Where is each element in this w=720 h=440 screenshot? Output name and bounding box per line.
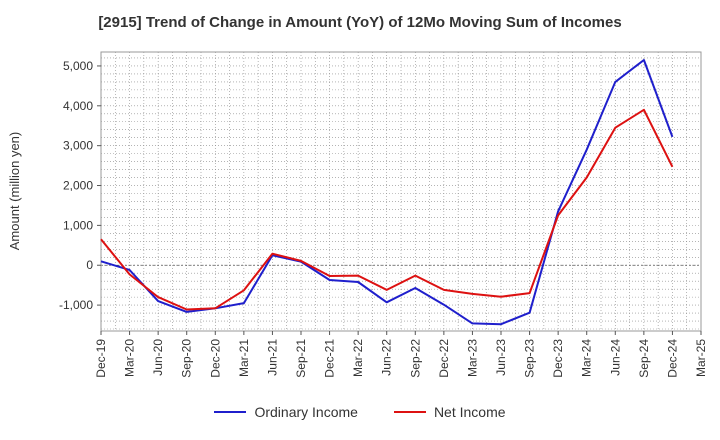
series-layer	[100, 59, 674, 326]
x-tick-label: Mar-25	[694, 339, 708, 377]
legend-swatch-net-income	[393, 411, 426, 413]
x-tick-label: Dec-19	[94, 339, 108, 378]
x-tick-label: Mar-20	[123, 339, 137, 377]
x-tick-label: Mar-23	[465, 339, 479, 377]
x-tick-label: Jun-21	[265, 339, 279, 376]
x-tick-label: Sep-24	[637, 339, 651, 378]
legend-label-ordinary-income: Ordinary Income	[254, 404, 358, 420]
x-tick-label: Jun-20	[151, 339, 165, 376]
legend-item-net-income: Net Income	[393, 404, 506, 420]
chart-title: [2915] Trend of Change in Amount (YoY) o…	[98, 14, 622, 31]
series-line-net-income	[100, 108, 674, 311]
x-tick-label: Dec-22	[437, 339, 451, 378]
x-tick-label: Mar-22	[351, 339, 365, 377]
x-tick-label: Sep-23	[523, 339, 537, 378]
x-tick-label: Jun-24	[608, 339, 622, 376]
legend-item-ordinary-income: Ordinary Income	[214, 404, 358, 420]
x-tick-label: Dec-21	[323, 339, 337, 378]
plot-frame	[100, 51, 702, 332]
x-tick-label: Jun-22	[380, 339, 394, 376]
x-tick-label: Sep-21	[294, 339, 308, 378]
y-tick-label: 3,000	[63, 139, 93, 153]
series-line-ordinary-income	[100, 59, 674, 326]
x-tick-label: Sep-22	[408, 339, 422, 378]
y-tick-label: 0	[86, 258, 93, 272]
y-tick-label: 5,000	[63, 59, 93, 73]
y-tick-label: 1,000	[63, 218, 93, 232]
y-axis: -1,000 0 1,000 2,000 3,000 4,000 5,000	[59, 59, 101, 312]
y-tick-label: 4,000	[63, 99, 93, 113]
legend-swatch-ordinary-income	[214, 411, 247, 413]
legend: Ordinary Income Net Income	[0, 404, 720, 420]
x-tick-label: Dec-24	[665, 339, 679, 378]
x-tick-label: Mar-21	[237, 339, 251, 377]
x-tick-label: Jun-23	[494, 339, 508, 376]
grid-layer	[100, 52, 702, 331]
legend-label-net-income: Net Income	[433, 404, 506, 420]
x-tick-label: Dec-20	[208, 339, 222, 378]
y-axis-title: Amount (million yen)	[7, 132, 22, 251]
y-tick-label: 2,000	[63, 179, 93, 193]
x-tick-label: Dec-23	[551, 339, 565, 378]
x-tick-label: Mar-24	[580, 339, 594, 377]
x-tick-label: Sep-20	[180, 339, 194, 378]
y-tick-label: -1,000	[59, 298, 93, 312]
x-axis: Dec-19 Mar-20 Jun-20 Sep-20 Dec-20 Mar-21 Jun-…	[94, 331, 708, 378]
